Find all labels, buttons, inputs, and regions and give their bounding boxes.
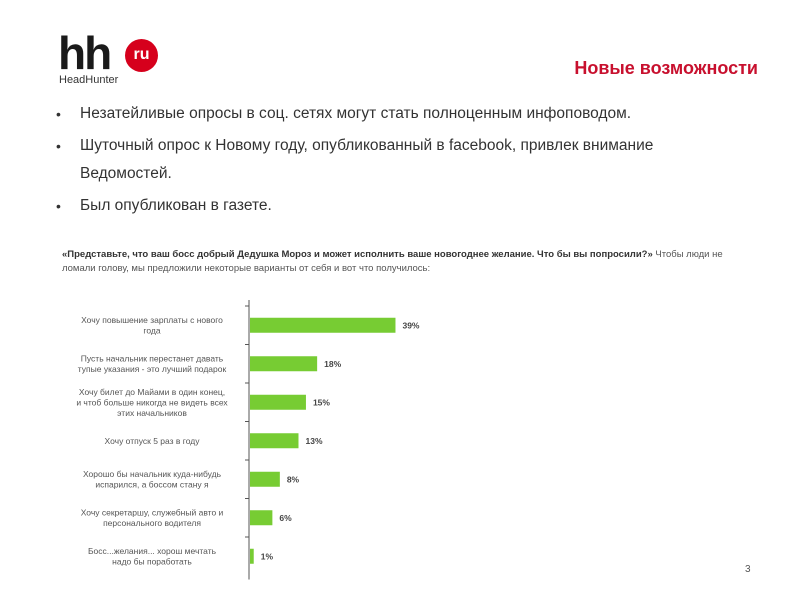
survey-question: «Представьте, что ваш босс добрый Дедушк… [62, 248, 752, 276]
chart-bar [250, 394, 306, 410]
survey-question-quote: «Представьте, что ваш босс добрый Дедушк… [62, 249, 653, 260]
logo-mark: hh [58, 27, 112, 79]
bullet-item: Шуточный опрос к Новому году, опубликова… [48, 132, 748, 188]
chart-bar [250, 356, 318, 372]
page-number: 3 [745, 564, 751, 575]
chart-category-label: Хочу билет до Майами в один конец, и чтоб… [76, 387, 228, 418]
logo-subtitle: HeadHunter [59, 74, 119, 86]
survey-bar-chart: 39% Хочу повышение зарплаты с нового года 1… [76, 300, 420, 580]
chart-value-label: 1% [261, 551, 274, 561]
chart-category-label: Хочу отпуск 5 раз в году [105, 436, 201, 446]
chart-value-label: 39% [402, 320, 419, 330]
chart-category-line: персонального водителя [103, 518, 201, 528]
chart-category-line: Пусть начальник перестанет давать [81, 354, 224, 364]
chart-category-label: Хорошо бы начальник куда-нибудь испарился… [83, 469, 222, 490]
chart-category-label: Хочу повышение зарплаты с нового года [81, 315, 223, 336]
bullet-list: Незатейливые опросы в соц. сетях могут с… [48, 100, 748, 224]
chart-bar [250, 510, 273, 526]
chart-category-line: тупые указания - это лучший подарок [78, 364, 227, 374]
chart-category-line: года [143, 326, 160, 336]
chart-category-line: надо бы поработать [112, 557, 192, 567]
chart-category-line: Хочу секретаршу, служебный авто и [81, 508, 224, 518]
chart-category-line: и чтоб больше никогда не видеть всех [76, 397, 228, 407]
bullet-item: Незатейливые опросы в соц. сетях могут с… [48, 100, 748, 128]
chart-category-label: Пусть начальник перестанет давать тупые у… [78, 354, 227, 375]
chart-category-line: Хочу билет до Майами в один конец, [79, 387, 225, 397]
chart-category-line: Хорошо бы начальник куда-нибудь [83, 469, 222, 479]
bullet-item: Был опубликован в газете. [48, 192, 748, 220]
chart-category-line: испарился, а боссом стану я [95, 480, 209, 490]
chart-bar [250, 471, 280, 487]
chart-value-label: 15% [313, 397, 330, 407]
chart-category-label: Босс...желания... хорош мечтать надо бы п… [88, 546, 217, 567]
chart-bar [250, 548, 254, 564]
survey-question-rest: Чтобы люди не ломали голову, мы предложи… [62, 249, 723, 274]
chart-bar [250, 317, 396, 333]
chart-category-line: этих начальников [117, 408, 187, 418]
chart-value-label: 6% [279, 513, 292, 523]
chart-category-line: Хочу отпуск 5 раз в году [105, 436, 201, 446]
headhunter-logo: hh ru HeadHunter [58, 27, 168, 90]
chart-value-label: 18% [324, 359, 341, 369]
chart-category-line: Хочу повышение зарплаты с нового [81, 315, 223, 325]
slide-title: Новые возможности [574, 58, 758, 78]
chart-category-label: Хочу секретаршу, служебный авто и персона… [81, 508, 224, 529]
chart-value-label: 13% [305, 436, 322, 446]
logo-badge: ru [125, 39, 158, 72]
chart-value-label: 8% [287, 474, 300, 484]
chart-category-line: Босс...желания... хорош мечтать [88, 546, 217, 556]
chart-bar [250, 433, 299, 449]
